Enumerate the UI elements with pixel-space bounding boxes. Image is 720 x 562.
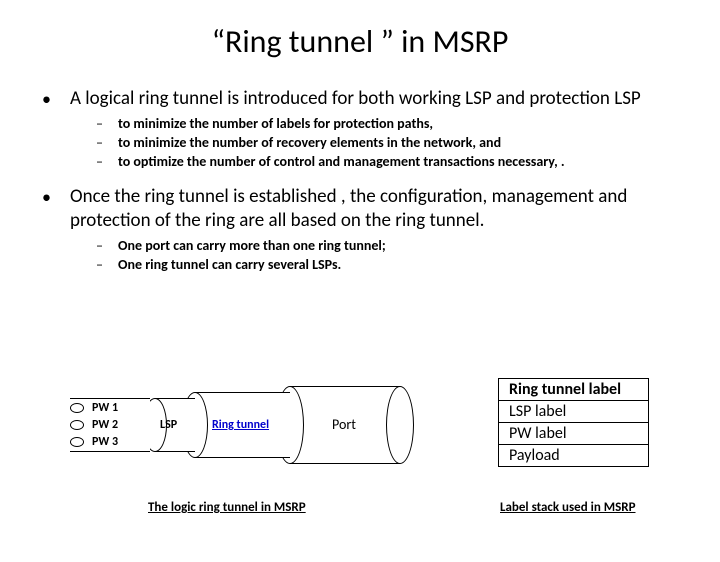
sub-dash: – xyxy=(96,153,118,171)
pw-1-row: PW 1 xyxy=(70,401,118,415)
sub-dash: – xyxy=(96,115,118,133)
pw-3-label: PW 3 xyxy=(92,435,118,449)
label-stack-table: Ring tunnel label LSP label PW label Pay… xyxy=(498,378,649,467)
stack-row-4: Payload xyxy=(499,445,649,467)
stack-row-2: LSP label xyxy=(499,401,649,423)
port-cylinder-right-end xyxy=(386,386,414,464)
bullet-2: • Once the ring tunnel is established , … xyxy=(42,185,690,233)
stack-row-3: PW label xyxy=(499,423,649,445)
bullet-1-text: A logical ring tunnel is introduced for … xyxy=(70,87,641,111)
sub-bullet: – to minimize the number of recovery ele… xyxy=(96,134,690,152)
pw-2-label: PW 2 xyxy=(92,418,118,432)
sub-bullet: – to minimize the number of labels for p… xyxy=(96,115,690,133)
bullet-dot: • xyxy=(42,185,70,233)
lsp-label: LSP xyxy=(160,418,177,432)
bullet-1: • A logical ring tunnel is introduced fo… xyxy=(42,87,690,111)
bullet-2-sublist: – One port can carry more than one ring … xyxy=(96,237,690,274)
stack-row-1: Ring tunnel label xyxy=(499,379,649,401)
right-caption: Label stack used in MSRP xyxy=(500,500,636,515)
sub-text: to minimize the number of recovery eleme… xyxy=(118,134,501,152)
pw-oval-icon xyxy=(70,437,84,447)
sub-bullet: – to optimize the number of control and … xyxy=(96,153,690,171)
content-area: • A logical ring tunnel is introduced fo… xyxy=(0,87,720,274)
port-label: Port xyxy=(332,416,356,433)
ring-tunnel-label: Ring tunnel xyxy=(212,418,269,432)
sub-text: to minimize the number of labels for pro… xyxy=(118,115,433,133)
pw-oval-icon xyxy=(70,420,84,430)
sub-dash: – xyxy=(96,134,118,152)
pw-3-row: PW 3 xyxy=(70,435,118,449)
left-caption: The logic ring tunnel in MSRP xyxy=(148,500,306,515)
pw-2-row: PW 2 xyxy=(70,418,118,432)
sub-dash: – xyxy=(96,256,118,274)
pw-1-label: PW 1 xyxy=(92,401,118,415)
sub-bullet: – One port can carry more than one ring … xyxy=(96,237,690,255)
diagram-area: PW 1 PW 2 PW 3 LSP Ring tunnel Port The … xyxy=(0,372,720,562)
sub-text: One port can carry more than one ring tu… xyxy=(118,237,386,255)
slide-title: “Ring tunnel ” in MSRP xyxy=(0,22,720,61)
pw-block-right-edge xyxy=(143,398,153,452)
pw-oval-icon xyxy=(70,403,84,413)
sub-dash: – xyxy=(96,237,118,255)
bullet-dot: • xyxy=(42,87,70,111)
sub-text: to optimize the number of control and ma… xyxy=(118,153,565,171)
bullet-1-sublist: – to minimize the number of labels for p… xyxy=(96,115,690,171)
bullet-2-text: Once the ring tunnel is established , th… xyxy=(70,185,690,233)
sub-bullet: – One ring tunnel can carry several LSPs… xyxy=(96,256,690,274)
sub-text: One ring tunnel can carry several LSPs. xyxy=(118,256,341,274)
